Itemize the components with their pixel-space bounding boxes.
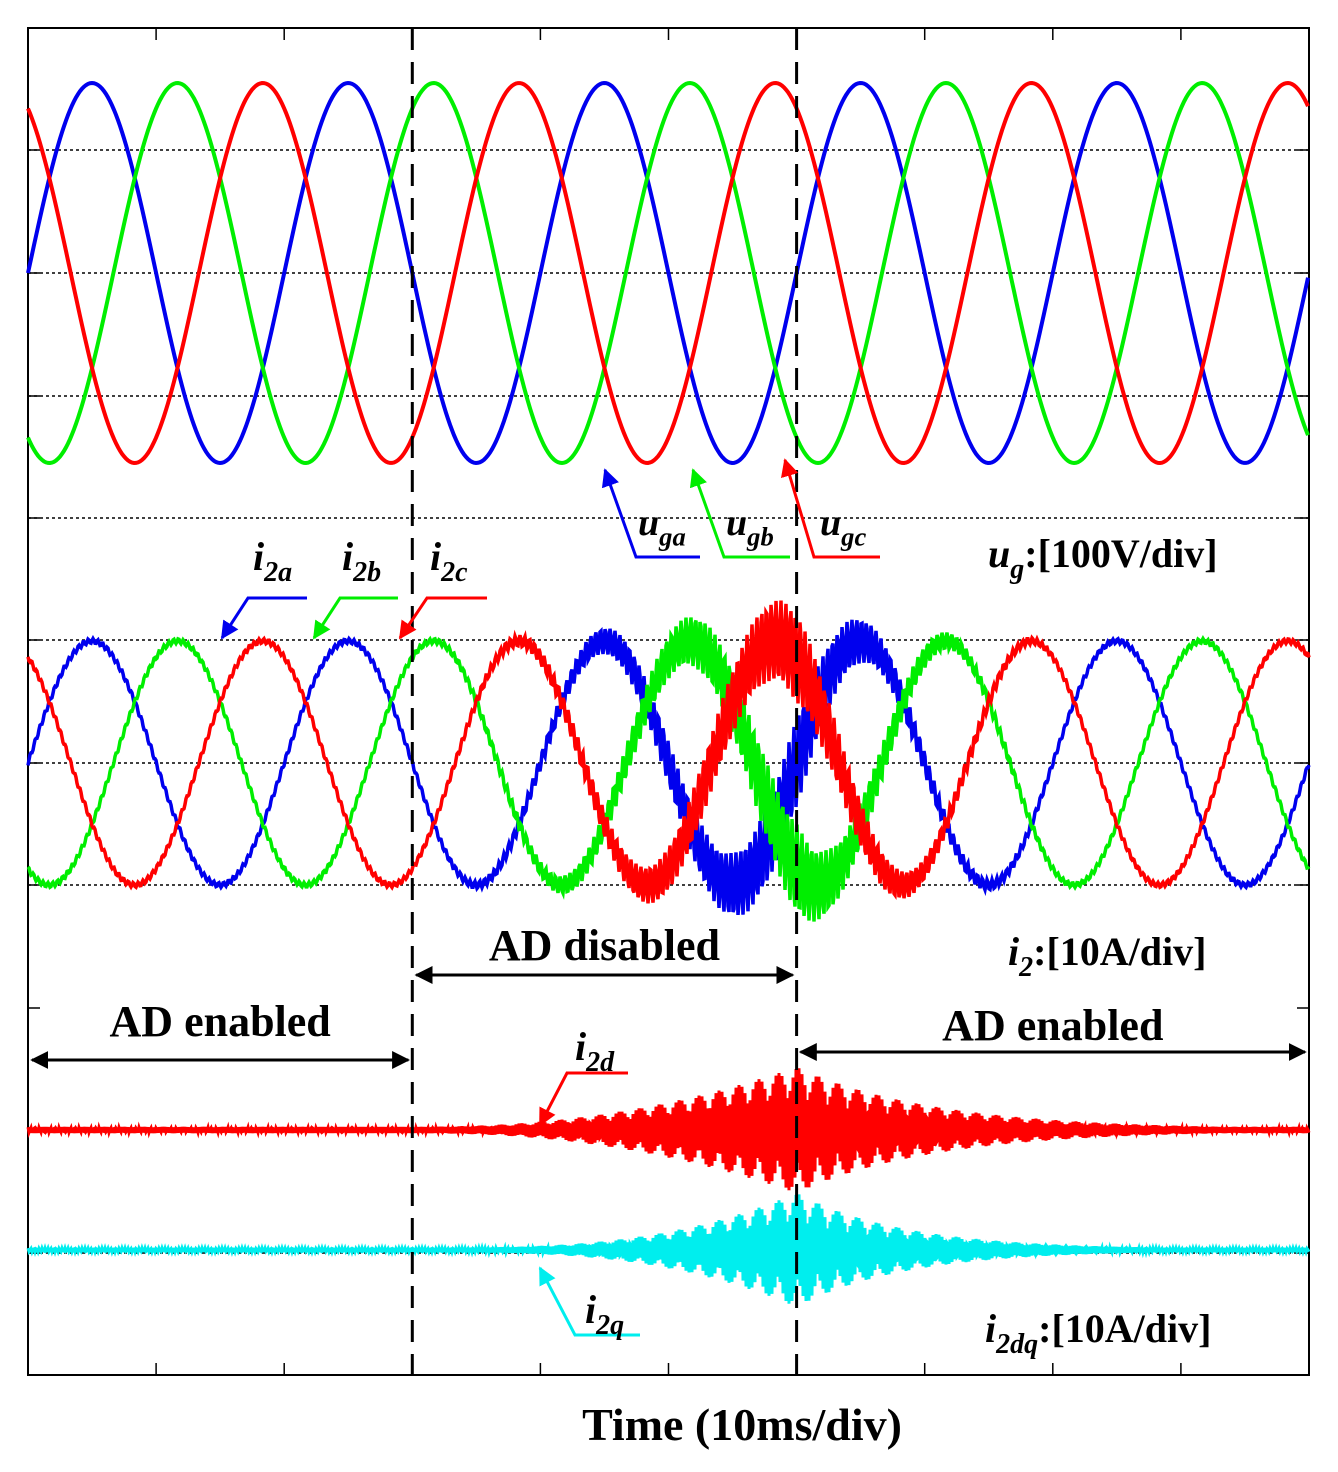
scale-label-i2: i2:[10A/div] bbox=[1008, 929, 1206, 983]
leader-u-ga bbox=[601, 468, 700, 559]
annotation-text-2: AD enabled bbox=[942, 1001, 1163, 1050]
annotation-text-1: AD disabled bbox=[489, 921, 720, 970]
traces bbox=[26, 80, 1311, 1304]
leader-i-2q bbox=[538, 1266, 640, 1337]
trace-i_2c bbox=[26, 600, 1311, 904]
label-i-2c: i2c bbox=[430, 534, 468, 588]
labels: uga ugb ugc ug:[100V/div] i2a i2b i2c i2:[10A/d… bbox=[30, 458, 1307, 1450]
label-u-ga: uga bbox=[638, 502, 686, 552]
trace-u_gb bbox=[26, 80, 1310, 466]
label-i-2d: i2d bbox=[575, 1024, 615, 1078]
label-u-gb: ugb bbox=[726, 502, 774, 552]
label-i-2b: i2b bbox=[342, 534, 381, 588]
trace-i_2d bbox=[26, 1068, 1311, 1191]
label-u-gc: ugc bbox=[820, 502, 866, 552]
label-i-2q: i2q bbox=[585, 1287, 624, 1341]
trace-u_gc bbox=[26, 80, 1310, 466]
scale-label-ug: ug:[100V/div] bbox=[988, 531, 1218, 585]
leader-i-2d bbox=[538, 1071, 628, 1127]
leader-u-gc bbox=[781, 458, 880, 559]
x-axis-label: Time (10ms/div) bbox=[582, 1399, 902, 1450]
scale-label-i2dq: i2dq:[10A/div] bbox=[985, 1306, 1211, 1360]
leader-u-gb bbox=[689, 468, 790, 559]
leader-i-2b bbox=[312, 596, 398, 640]
trace-u_ga bbox=[26, 80, 1310, 466]
marker-lines bbox=[410, 28, 799, 1375]
leader-i-2a bbox=[220, 596, 307, 640]
leader-i-2c bbox=[398, 596, 487, 640]
trace-i_2q bbox=[26, 1194, 1311, 1304]
trace-i_2b bbox=[26, 617, 1311, 922]
trace-i_2a bbox=[26, 619, 1311, 916]
label-i-2a: i2a bbox=[253, 534, 292, 588]
annotation-text-0: AD enabled bbox=[110, 997, 331, 1046]
